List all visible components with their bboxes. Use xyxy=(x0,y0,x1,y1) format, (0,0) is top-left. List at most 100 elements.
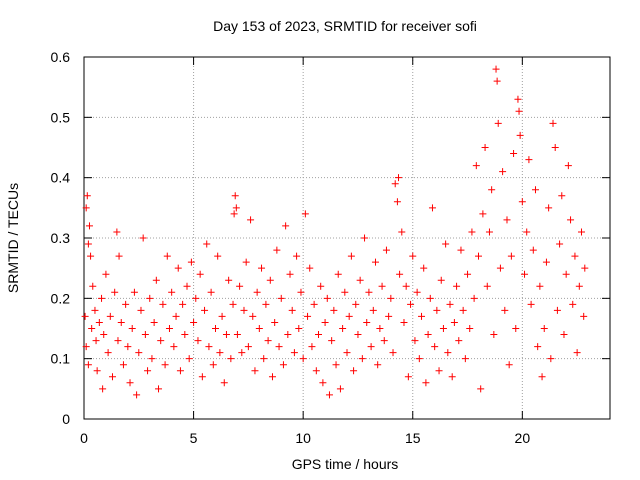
data-point xyxy=(573,349,581,357)
data-point xyxy=(249,312,257,320)
data-point xyxy=(172,312,180,320)
data-point xyxy=(282,222,290,230)
data-point xyxy=(115,252,123,260)
data-point xyxy=(81,312,89,320)
data-point xyxy=(424,331,432,339)
data-point xyxy=(490,331,498,339)
data-point xyxy=(214,252,222,260)
data-point xyxy=(170,343,178,351)
data-point xyxy=(494,119,502,127)
data-point xyxy=(435,367,443,375)
data-point xyxy=(258,264,266,272)
data-point xyxy=(222,331,230,339)
data-point xyxy=(209,361,217,369)
data-point xyxy=(382,246,390,254)
data-point xyxy=(374,361,382,369)
x-tick-label: 5 xyxy=(190,430,198,446)
x-axis-label: GPS time / hours xyxy=(292,456,399,472)
data-point xyxy=(328,337,336,345)
data-point xyxy=(459,306,467,314)
data-point xyxy=(271,318,279,326)
data-point xyxy=(317,282,325,290)
data-point xyxy=(273,246,281,254)
data-point xyxy=(95,318,103,326)
data-point xyxy=(575,282,583,290)
data-point xyxy=(398,228,406,236)
data-point xyxy=(485,228,493,236)
data-point xyxy=(301,210,309,218)
data-point xyxy=(174,264,182,272)
data-point xyxy=(547,355,555,363)
data-point xyxy=(275,343,283,351)
data-point xyxy=(350,367,358,375)
data-point xyxy=(437,276,445,284)
data-point xyxy=(365,288,373,296)
data-point xyxy=(492,65,500,73)
data-point xyxy=(477,385,485,393)
data-point xyxy=(472,162,480,170)
data-point xyxy=(389,349,397,357)
data-point xyxy=(232,204,240,212)
data-point xyxy=(295,325,303,332)
data-point xyxy=(238,349,246,357)
data-point xyxy=(464,270,472,278)
data-point xyxy=(453,282,461,290)
y-tick-label: 0 xyxy=(62,411,70,427)
data-point xyxy=(284,331,292,339)
data-point xyxy=(288,306,296,314)
data-point xyxy=(512,325,520,332)
data-point xyxy=(420,264,428,272)
data-point xyxy=(426,294,434,302)
data-point xyxy=(159,300,167,308)
data-point xyxy=(413,288,421,296)
data-point xyxy=(255,325,263,332)
y-tick-labels: 0 0.1 0.2 0.3 0.4 0.5 0.6 xyxy=(51,49,71,427)
data-point xyxy=(347,252,355,260)
data-point xyxy=(262,300,270,308)
data-point xyxy=(146,294,154,302)
data-point xyxy=(247,216,255,224)
x-tick-label: 0 xyxy=(80,430,88,446)
data-point xyxy=(102,270,110,278)
data-point xyxy=(152,276,160,284)
data-point xyxy=(369,306,377,314)
data-point xyxy=(367,343,375,351)
data-point xyxy=(207,288,215,296)
data-point xyxy=(354,331,362,339)
data-point xyxy=(380,337,388,345)
data-point xyxy=(122,300,130,308)
data-point xyxy=(100,331,108,339)
y-tick-label: 0.6 xyxy=(51,49,71,65)
data-point xyxy=(455,337,463,345)
data-point xyxy=(415,355,423,363)
data-point xyxy=(240,306,248,314)
data-point xyxy=(89,282,97,290)
data-point xyxy=(229,300,237,308)
data-point xyxy=(503,216,511,224)
data-point xyxy=(308,343,316,351)
data-point xyxy=(293,252,301,260)
data-point xyxy=(549,119,557,127)
data-point xyxy=(299,355,307,363)
data-point xyxy=(402,282,410,290)
y-tick-label: 0.3 xyxy=(51,230,71,246)
data-point xyxy=(203,240,211,248)
data-point xyxy=(236,282,244,290)
data-point xyxy=(268,373,276,381)
data-point xyxy=(85,222,93,230)
x-tick-label: 15 xyxy=(405,430,421,446)
data-point xyxy=(387,294,395,302)
data-point xyxy=(157,337,165,345)
data-point xyxy=(395,174,403,182)
x-tick-label: 20 xyxy=(515,430,531,446)
data-point xyxy=(553,306,561,314)
data-point xyxy=(304,312,312,320)
data-point xyxy=(139,234,147,242)
data-point xyxy=(137,306,145,314)
data-point xyxy=(233,331,241,339)
data-point xyxy=(352,300,360,308)
data-point xyxy=(130,288,138,296)
data-point xyxy=(514,95,522,103)
